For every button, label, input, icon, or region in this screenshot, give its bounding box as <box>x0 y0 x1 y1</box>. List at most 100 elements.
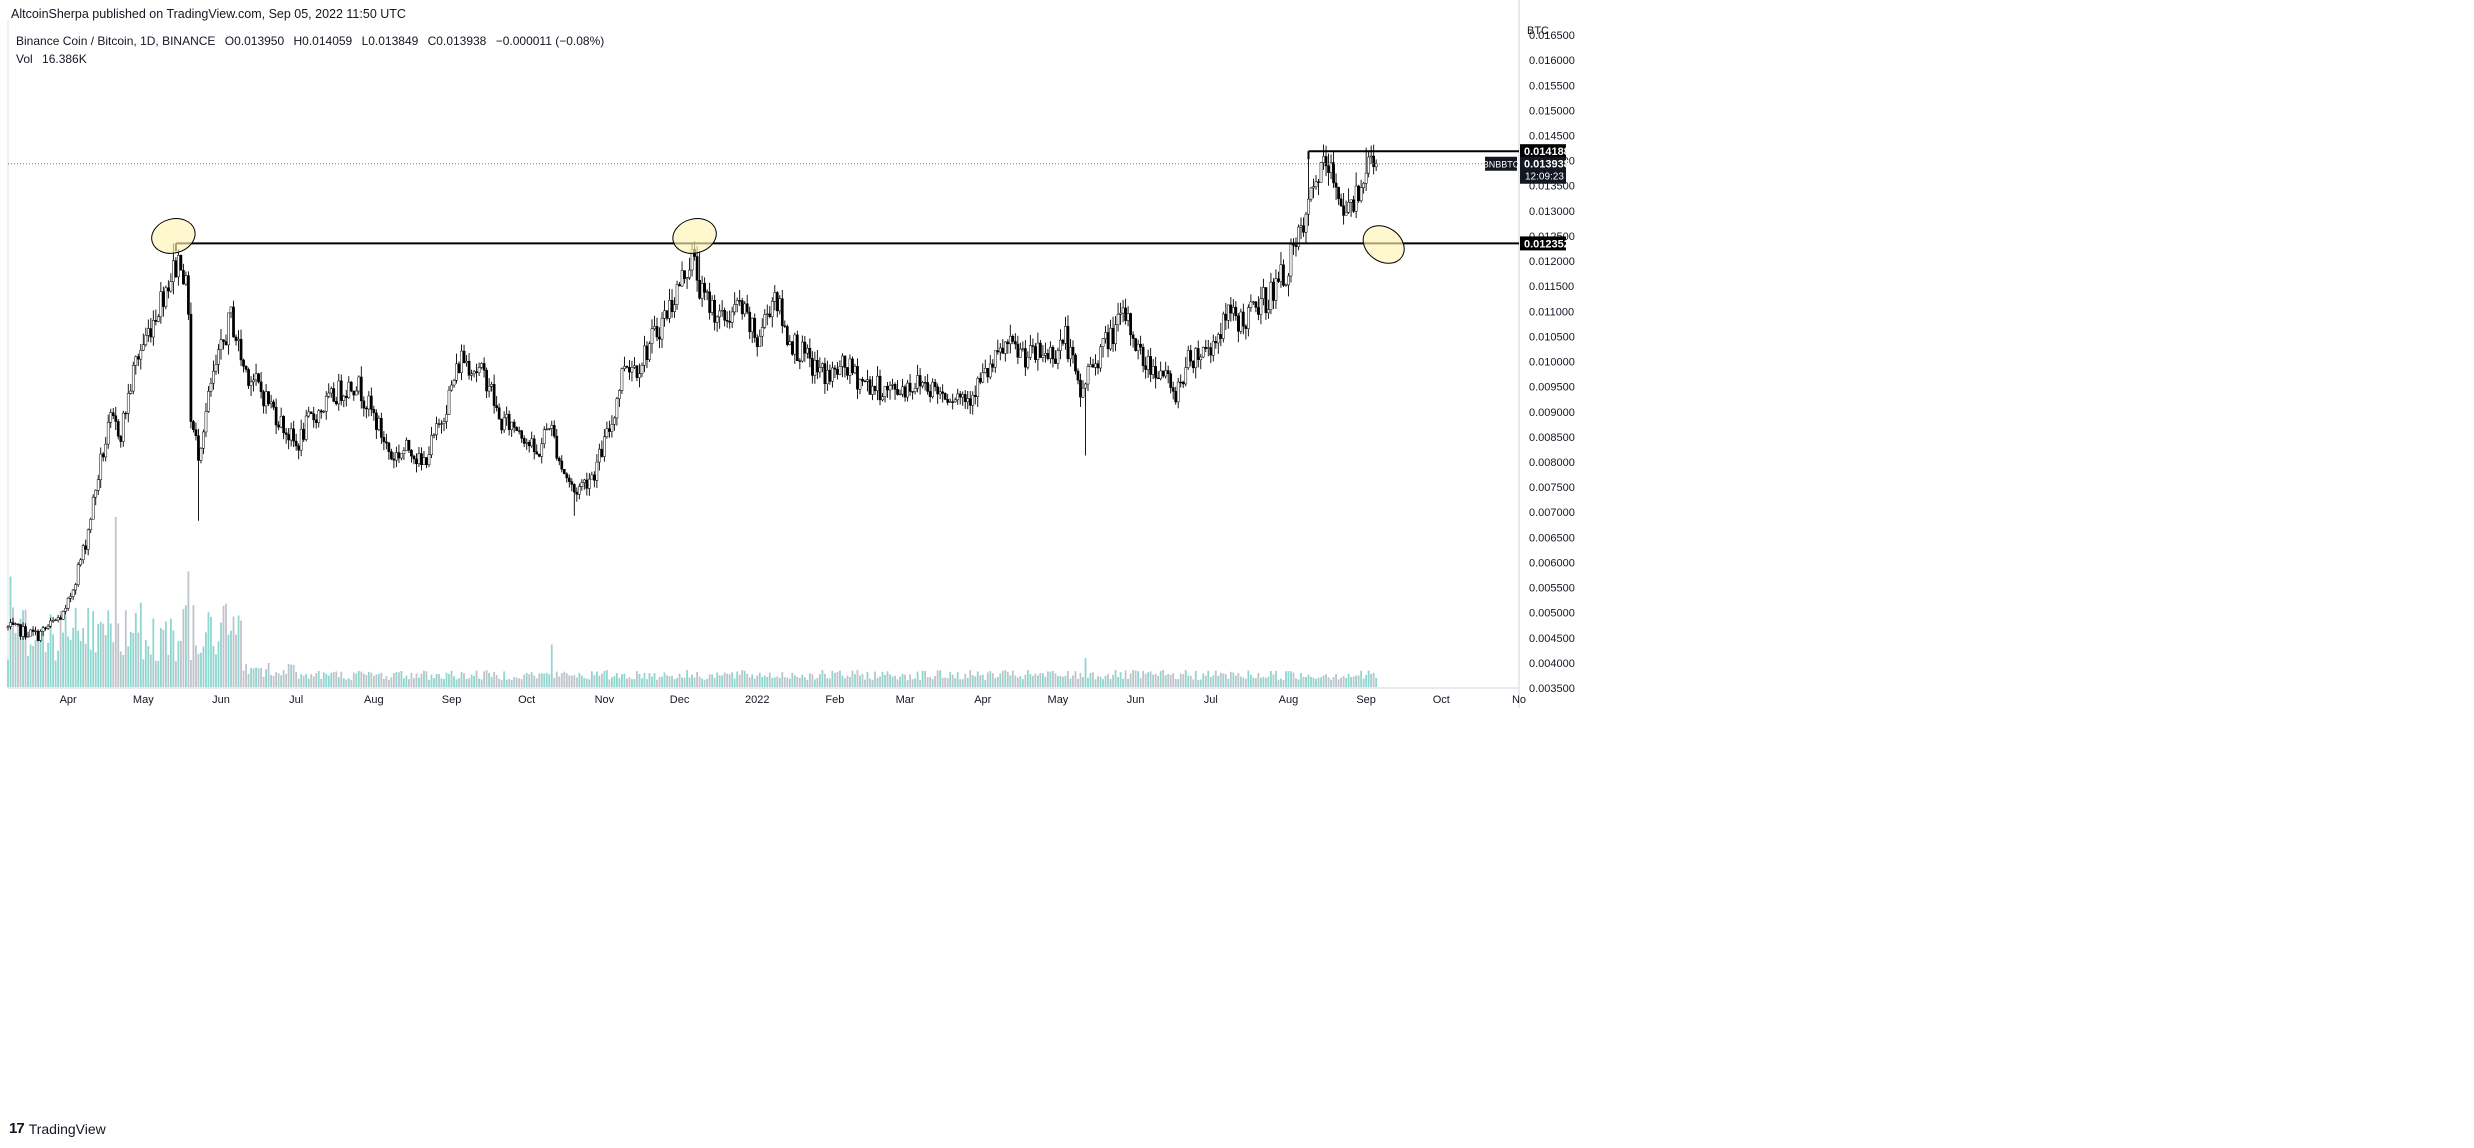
volume-bar <box>297 678 300 687</box>
candle <box>720 300 724 317</box>
volume-bar <box>836 672 839 687</box>
volume-bar <box>1197 679 1200 687</box>
volume-bar <box>443 679 445 687</box>
volume-bar <box>205 632 207 687</box>
candle <box>319 409 323 419</box>
candle <box>229 306 233 319</box>
volume-bar <box>1275 670 1277 687</box>
candle <box>585 472 589 496</box>
candle <box>71 588 75 601</box>
candle <box>863 379 867 383</box>
volume-bar <box>1350 677 1353 687</box>
candle <box>387 441 391 460</box>
volume-bar <box>818 674 821 687</box>
level-price-tag <box>1520 144 1566 159</box>
volume-bar <box>1102 679 1104 687</box>
candle <box>1224 303 1228 331</box>
candle <box>457 361 461 374</box>
volume-bar <box>894 675 896 687</box>
last-price-label: 0.013938 <box>1524 159 1570 171</box>
candle <box>983 359 987 374</box>
volume-bar <box>733 678 736 687</box>
candle <box>106 414 110 449</box>
symbol-title: Binance Coin / Bitcoin, 1D, BINANCE <box>16 34 216 48</box>
candle <box>703 277 706 301</box>
candle <box>136 353 140 366</box>
candle <box>743 301 747 317</box>
x-tick-label: May <box>1048 694 1069 706</box>
countdown-label: 12:09:23 <box>1525 172 1564 183</box>
volume-bar <box>448 674 450 687</box>
candle <box>806 344 809 359</box>
candle <box>1069 339 1072 367</box>
candle <box>159 282 163 324</box>
y-tick-label: 0.010000 <box>1529 357 1575 369</box>
candle <box>141 333 145 352</box>
x-tick-label: Sep <box>1356 694 1376 706</box>
candle <box>61 610 65 620</box>
volume-bar <box>1229 671 1232 687</box>
candle <box>96 474 100 496</box>
volume-bar <box>1069 678 1072 687</box>
volume-bar <box>14 632 17 687</box>
volume-bar <box>62 632 65 687</box>
volume-bar <box>44 652 47 687</box>
candle <box>1151 359 1155 380</box>
candle <box>567 474 571 488</box>
volume-bar <box>879 676 881 687</box>
volume-bar <box>1009 675 1012 687</box>
volume-bar <box>533 675 536 687</box>
volume-bar <box>410 672 413 687</box>
volume-bar <box>698 676 701 687</box>
candle <box>89 517 93 534</box>
candle <box>655 317 659 342</box>
volume-bar <box>24 609 27 687</box>
candle <box>851 356 854 376</box>
volume-bar <box>1016 677 1019 687</box>
volume-bar <box>1109 678 1112 687</box>
ohlc-low: L0.013849 <box>361 34 419 48</box>
volume-bar <box>154 660 157 687</box>
volume-legend[interactable]: Vol 16.386K <box>16 52 93 66</box>
candle <box>131 361 135 395</box>
candle <box>1354 172 1358 219</box>
volume-bar <box>302 675 305 687</box>
volume-bar <box>460 671 463 687</box>
volume-bar <box>468 678 470 687</box>
volume-bar <box>215 654 217 687</box>
volume-bar <box>1247 670 1250 687</box>
candle <box>560 455 564 473</box>
volume-bar <box>107 610 110 687</box>
candle <box>517 426 521 435</box>
candle <box>412 454 416 465</box>
volume-bar <box>317 670 320 687</box>
candle <box>615 396 619 426</box>
volume-bar <box>169 618 172 687</box>
candle <box>773 284 777 311</box>
highlight-ellipse <box>151 218 196 254</box>
candle <box>1329 154 1333 180</box>
candle <box>1164 361 1168 379</box>
y-tick-label: 0.004000 <box>1529 658 1575 670</box>
volume-bar <box>919 679 922 687</box>
volume-bar <box>518 678 521 687</box>
volume-bar <box>826 678 829 687</box>
volume-bar <box>1357 675 1360 687</box>
candle <box>440 420 443 434</box>
candle <box>826 360 829 391</box>
candle <box>936 383 940 404</box>
volume-bar <box>342 678 345 687</box>
volume-bar <box>808 673 811 687</box>
candle <box>1176 377 1180 409</box>
candle <box>164 285 168 310</box>
symbol-legend[interactable]: Binance Coin / Bitcoin, 1D, BINANCE O0.0… <box>16 34 610 48</box>
volume-bar <box>631 679 633 687</box>
volume-bar <box>415 673 418 687</box>
volume-bar <box>1169 675 1172 687</box>
candle <box>1086 363 1090 392</box>
candle <box>179 254 183 271</box>
y-tick-label: 0.009500 <box>1529 382 1575 394</box>
tradingview-logo[interactable]: 17 TradingView <box>9 1120 106 1137</box>
candle <box>963 390 967 409</box>
